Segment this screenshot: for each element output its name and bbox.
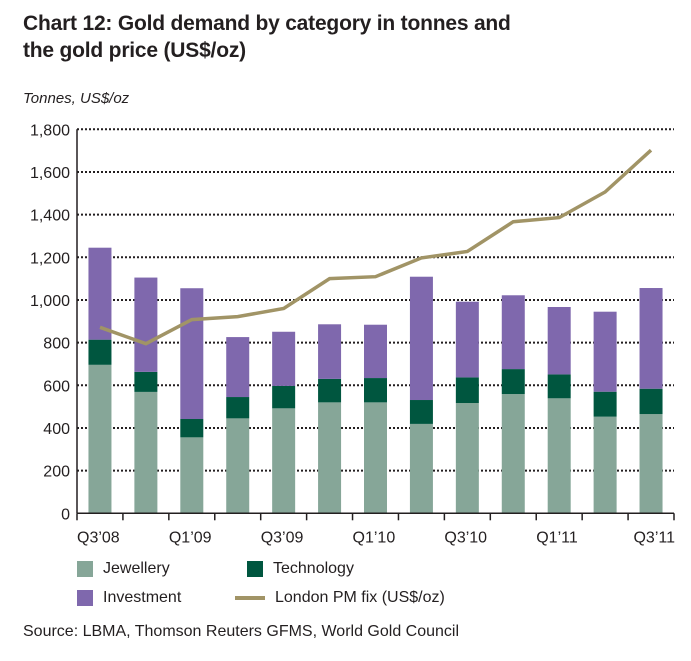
legend-label-london-pm-fix: London PM fix (US$/oz) xyxy=(275,589,445,606)
bar-segment-technology xyxy=(272,385,296,409)
chart-plot: 0 200 400 600 800 1,000 1,200 1,400 1,600 1,800 Q3… xyxy=(30,122,675,546)
chart-title-line-2: the gold price (US$/oz) xyxy=(23,39,246,62)
bar-segment-jewellery xyxy=(547,398,571,514)
legend-label-jewellery: Jewellery xyxy=(103,560,170,577)
legend-item-investment: Investment xyxy=(77,589,181,607)
axes xyxy=(76,129,675,521)
gridlines xyxy=(77,128,674,472)
bar-segment-jewellery xyxy=(180,437,204,514)
x-tick-label: Q1’09 xyxy=(169,529,212,546)
source-note: Source: LBMA, Thomson Reuters GFMS, Worl… xyxy=(23,623,460,640)
bar-segment-jewellery xyxy=(409,423,433,514)
tick-labels: 0 200 400 600 800 1,000 1,200 1,400 1,600 1,800 Q3… xyxy=(30,122,675,546)
bar-segment-jewellery xyxy=(318,402,342,514)
bar-segment-technology xyxy=(409,400,433,424)
x-tick-label: Q3’09 xyxy=(261,529,304,546)
bar-segment-technology xyxy=(226,397,250,419)
chart-title: Chart 12: Gold demand by category in ton… xyxy=(23,10,623,64)
bar-segment-investment xyxy=(272,331,296,386)
legend-label-investment: Investment xyxy=(103,589,182,606)
bar-segment-investment xyxy=(226,337,250,398)
bar-segment-technology xyxy=(639,388,663,415)
bar-segment-technology xyxy=(88,339,112,365)
y-tick-label: 200 xyxy=(43,464,70,481)
bar-segment-jewellery xyxy=(226,418,250,514)
bar-segment-technology xyxy=(318,378,342,403)
bar-segment-jewellery xyxy=(593,416,617,514)
x-tick-label: Q3’08 xyxy=(77,529,120,546)
x-tick-label: Q1’10 xyxy=(353,529,396,546)
bar-segment-technology xyxy=(455,377,479,404)
bar-segment-investment xyxy=(455,301,479,378)
y-tick-label: 400 xyxy=(43,421,70,438)
bar-segment-technology xyxy=(180,419,204,438)
bar-segment-jewellery xyxy=(134,391,158,514)
bar-segment-jewellery xyxy=(364,402,387,514)
legend-swatch-jewellery xyxy=(77,561,93,577)
y-tick-label: 1,400 xyxy=(30,208,70,225)
legend-swatch-london-pm-fix xyxy=(235,596,265,600)
y-tick-label: 800 xyxy=(43,336,70,353)
legend-label-technology: Technology xyxy=(273,560,354,577)
x-tick-label: Q3’10 xyxy=(444,529,487,546)
legend-swatch-investment xyxy=(77,590,93,606)
x-tick-label: Q1’11 xyxy=(536,529,578,546)
bar-segment-jewellery xyxy=(639,414,663,514)
bar-segment-jewellery xyxy=(88,364,112,514)
bar-segment-technology xyxy=(134,371,158,392)
bar-segment-investment xyxy=(88,247,112,340)
x-tick-label: Q3’11 xyxy=(633,529,675,546)
y-tick-label: 600 xyxy=(43,378,70,395)
bar-segment-investment xyxy=(639,288,663,389)
bar-segment-technology xyxy=(501,369,525,395)
bar-segment-investment xyxy=(409,276,433,401)
bar-segment-technology xyxy=(364,378,387,403)
bars xyxy=(88,247,663,514)
bar-segment-technology xyxy=(547,374,571,399)
bar-segment-investment xyxy=(180,288,204,420)
y-tick-label: 1,600 xyxy=(30,165,70,182)
bar-segment-investment xyxy=(134,277,158,372)
bar-segment-jewellery xyxy=(455,403,479,514)
bar-segment-investment xyxy=(547,307,571,375)
legend-swatch-technology xyxy=(247,561,263,577)
legend-item-jewellery: Jewellery xyxy=(77,560,170,578)
price-line-group xyxy=(99,148,653,346)
bar-segment-jewellery xyxy=(272,408,296,514)
y-tick-label: 0 xyxy=(61,506,70,523)
bar-segment-investment xyxy=(364,324,387,379)
y-tick-label: 1,000 xyxy=(30,293,70,310)
bar-segment-investment xyxy=(318,324,342,379)
legend-item-london-pm-fix: London PM fix (US$/oz) xyxy=(235,589,445,607)
bar-segment-jewellery xyxy=(501,394,525,514)
bar-segment-investment xyxy=(593,311,617,392)
y-tick-label: 1,800 xyxy=(30,122,70,139)
chart-title-line-1: Chart 12: Gold demand by category in ton… xyxy=(23,12,511,35)
y-axis-unit-label: Tonnes, US$/oz xyxy=(23,90,130,107)
bar-segment-technology xyxy=(593,391,617,417)
y-tick-label: 1,200 xyxy=(30,250,70,267)
bar-segment-investment xyxy=(501,295,525,370)
legend-item-technology: Technology xyxy=(247,560,354,578)
